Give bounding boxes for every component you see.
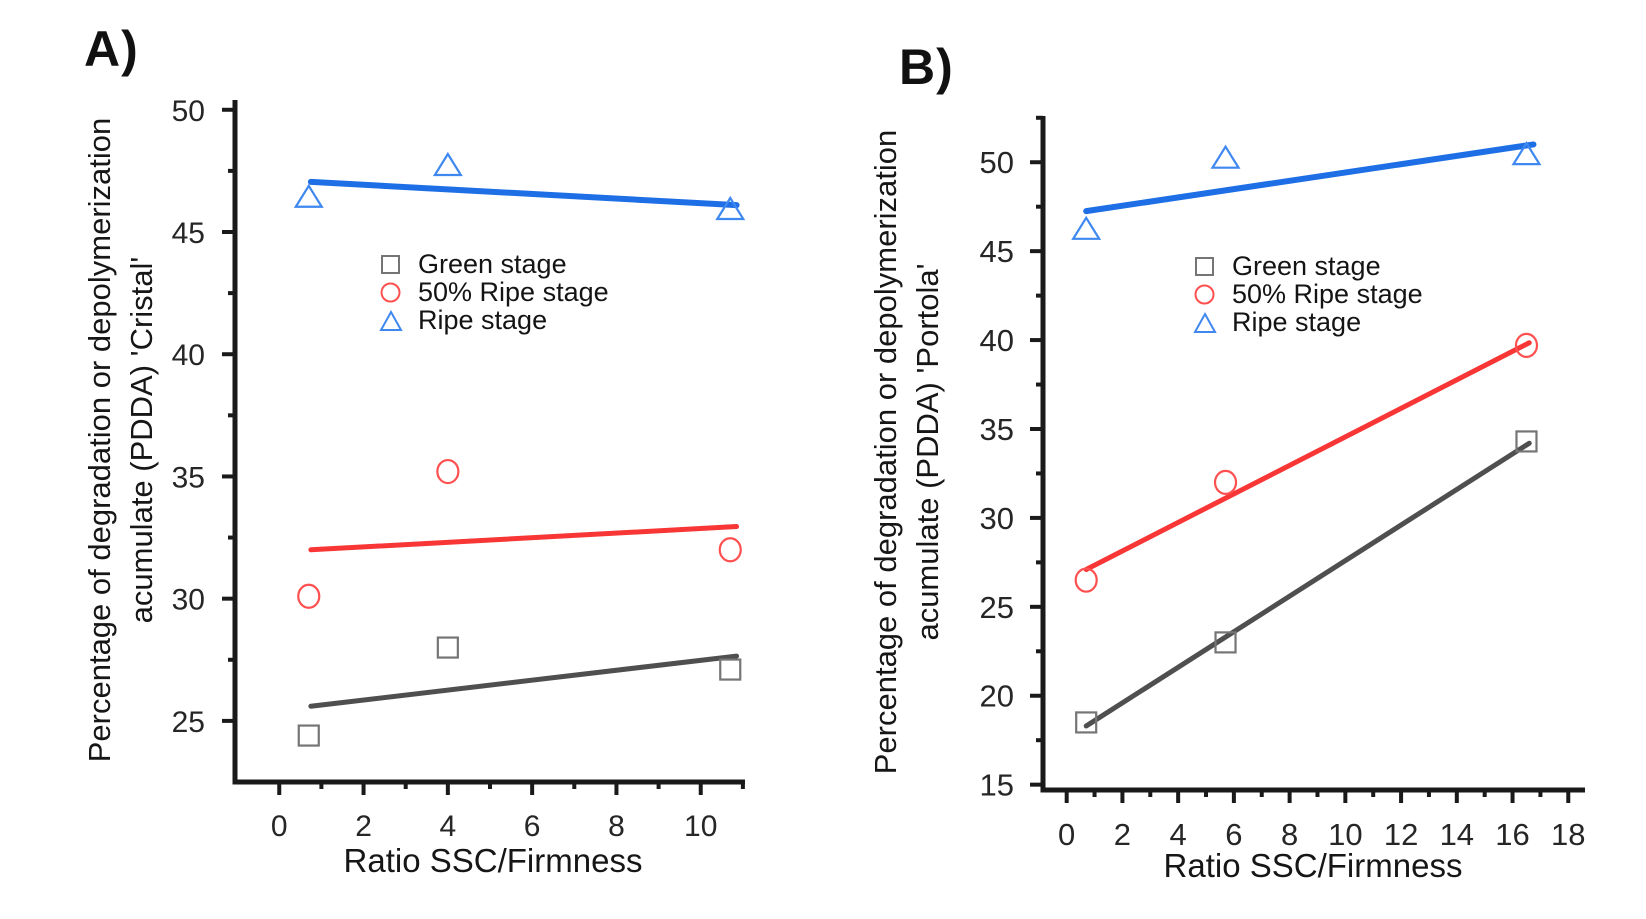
legend-item-green-stage: Green stage bbox=[378, 249, 609, 279]
triangle-marker-icon bbox=[1193, 311, 1217, 333]
circle-marker-icon bbox=[380, 282, 401, 302]
series-markers-50-ripe-stage bbox=[297, 458, 742, 609]
y-tick-label: 15 bbox=[980, 768, 1014, 803]
legend-item-50-ripe-stage: 50% Ripe stage bbox=[1192, 279, 1423, 309]
legend-label: Green stage bbox=[418, 249, 567, 279]
series-markers-green-stage bbox=[1075, 430, 1538, 734]
panel-a-y-axis-label-line2: acumulate (PDDA) 'Cristal' bbox=[124, 256, 159, 624]
x-tick-label: 8 bbox=[608, 810, 625, 843]
x-tick-label: 18 bbox=[1551, 817, 1585, 852]
legend-item-ripe-stage: Ripe stage bbox=[378, 305, 609, 335]
series-markers-ripe-stage bbox=[293, 151, 746, 221]
x-tick-label: 0 bbox=[1058, 817, 1075, 852]
panel-b-plot: 0 2 4 6 8 10 12 14 16 18 15 20 25 30 35 40 45 50 bbox=[980, 115, 1586, 852]
x-tick-label: 2 bbox=[355, 810, 372, 843]
circle-marker-icon bbox=[1194, 284, 1215, 304]
x-tick-label: 16 bbox=[1495, 817, 1529, 852]
legend-item-ripe-stage: Ripe stage bbox=[1192, 307, 1423, 337]
panel-b-legend: Green stage 50% Ripe stage Ripe stage bbox=[1192, 251, 1423, 337]
x-tick-label: 12 bbox=[1384, 817, 1418, 852]
x-tick-label: 10 bbox=[1328, 817, 1362, 852]
series-markers-ripe-stage bbox=[1071, 141, 1542, 240]
x-tick-label: 4 bbox=[1170, 817, 1187, 852]
axis-ticks bbox=[222, 107, 745, 795]
x-tick-label: 4 bbox=[440, 810, 457, 843]
legend-label: Ripe stage bbox=[418, 305, 548, 335]
triangle-marker-icon bbox=[379, 309, 403, 331]
series-markers-50-ripe-stage bbox=[1074, 332, 1539, 593]
square-marker-icon bbox=[1195, 256, 1214, 276]
legend-item-50-ripe-stage: 50% Ripe stage bbox=[378, 277, 609, 307]
panel-a-x-axis-label: Ratio SSC/Firmness bbox=[343, 842, 643, 879]
panel-b-y-axis-label-line2: acumulate (PDDA) 'Portola' bbox=[910, 263, 945, 641]
x-tick-label: 6 bbox=[1225, 817, 1242, 852]
legend-label: 50% Ripe stage bbox=[1232, 279, 1423, 309]
legend-label: Ripe stage bbox=[1232, 307, 1362, 337]
y-tick-label: 35 bbox=[980, 412, 1014, 447]
panel-a-plot: 0 2 4 6 8 10 25 30 35 40 45 50 bbox=[172, 95, 746, 843]
trend-line-50-ripe-stage bbox=[1083, 340, 1532, 572]
y-tick-label: 50 bbox=[172, 95, 205, 128]
axis-tick-labels: 0 2 4 6 8 10 12 14 16 18 15 20 25 30 35 40 45 50 bbox=[980, 145, 1586, 852]
y-tick-label: 40 bbox=[172, 339, 205, 372]
y-tick-label: 40 bbox=[980, 323, 1014, 358]
x-tick-label: 10 bbox=[684, 810, 717, 843]
y-tick-label: 30 bbox=[172, 584, 205, 617]
trend-line-green-stage bbox=[308, 653, 740, 709]
panel-a-legend: Green stage 50% Ripe stage Ripe stage bbox=[378, 249, 609, 335]
axis-tick-labels: 0 2 4 6 8 10 25 30 35 40 45 50 bbox=[172, 95, 718, 843]
y-tick-label: 35 bbox=[172, 461, 205, 494]
trend-line-ripe-stage bbox=[307, 178, 740, 209]
x-tick-label: 0 bbox=[271, 810, 288, 843]
panel-a-y-axis-label-line1: Percentage of degradation or depolymeriz… bbox=[82, 117, 117, 763]
legend-item-green-stage: Green stage bbox=[1192, 251, 1423, 281]
panel-b-y-axis-label: Percentage of degradation or depolymeriz… bbox=[865, 72, 949, 832]
series-markers-green-stage bbox=[297, 636, 742, 747]
trend-line-ripe-stage bbox=[1083, 141, 1537, 215]
x-tick-label: 2 bbox=[1114, 817, 1131, 852]
y-tick-label: 20 bbox=[980, 679, 1014, 714]
x-tick-label: 14 bbox=[1440, 817, 1474, 852]
x-tick-label: 6 bbox=[524, 810, 541, 843]
y-tick-label: 25 bbox=[172, 706, 205, 739]
y-tick-label: 50 bbox=[980, 145, 1014, 180]
trend-line-50-ripe-stage bbox=[308, 524, 740, 553]
panel-b-x-axis-label: Ratio SSC/Firmness bbox=[1163, 847, 1463, 884]
y-tick-label: 45 bbox=[172, 217, 205, 250]
panel-a-y-axis-label: Percentage of degradation or depolymeriz… bbox=[79, 60, 163, 820]
panel-b-y-axis-label-line1: Percentage of degradation or depolymeriz… bbox=[868, 129, 903, 775]
axis-ticks bbox=[1030, 115, 1571, 803]
trend-line-green-stage bbox=[1083, 440, 1532, 729]
legend-label: Green stage bbox=[1232, 251, 1381, 281]
panel-b-letter: B) bbox=[899, 39, 954, 95]
y-tick-label: 30 bbox=[980, 501, 1014, 536]
x-tick-label: 8 bbox=[1281, 817, 1298, 852]
y-tick-label: 45 bbox=[980, 234, 1014, 269]
panel-a-letter: A) bbox=[84, 21, 139, 77]
square-marker-icon bbox=[381, 254, 400, 274]
legend-label: 50% Ripe stage bbox=[418, 277, 609, 307]
y-tick-label: 25 bbox=[980, 590, 1014, 625]
